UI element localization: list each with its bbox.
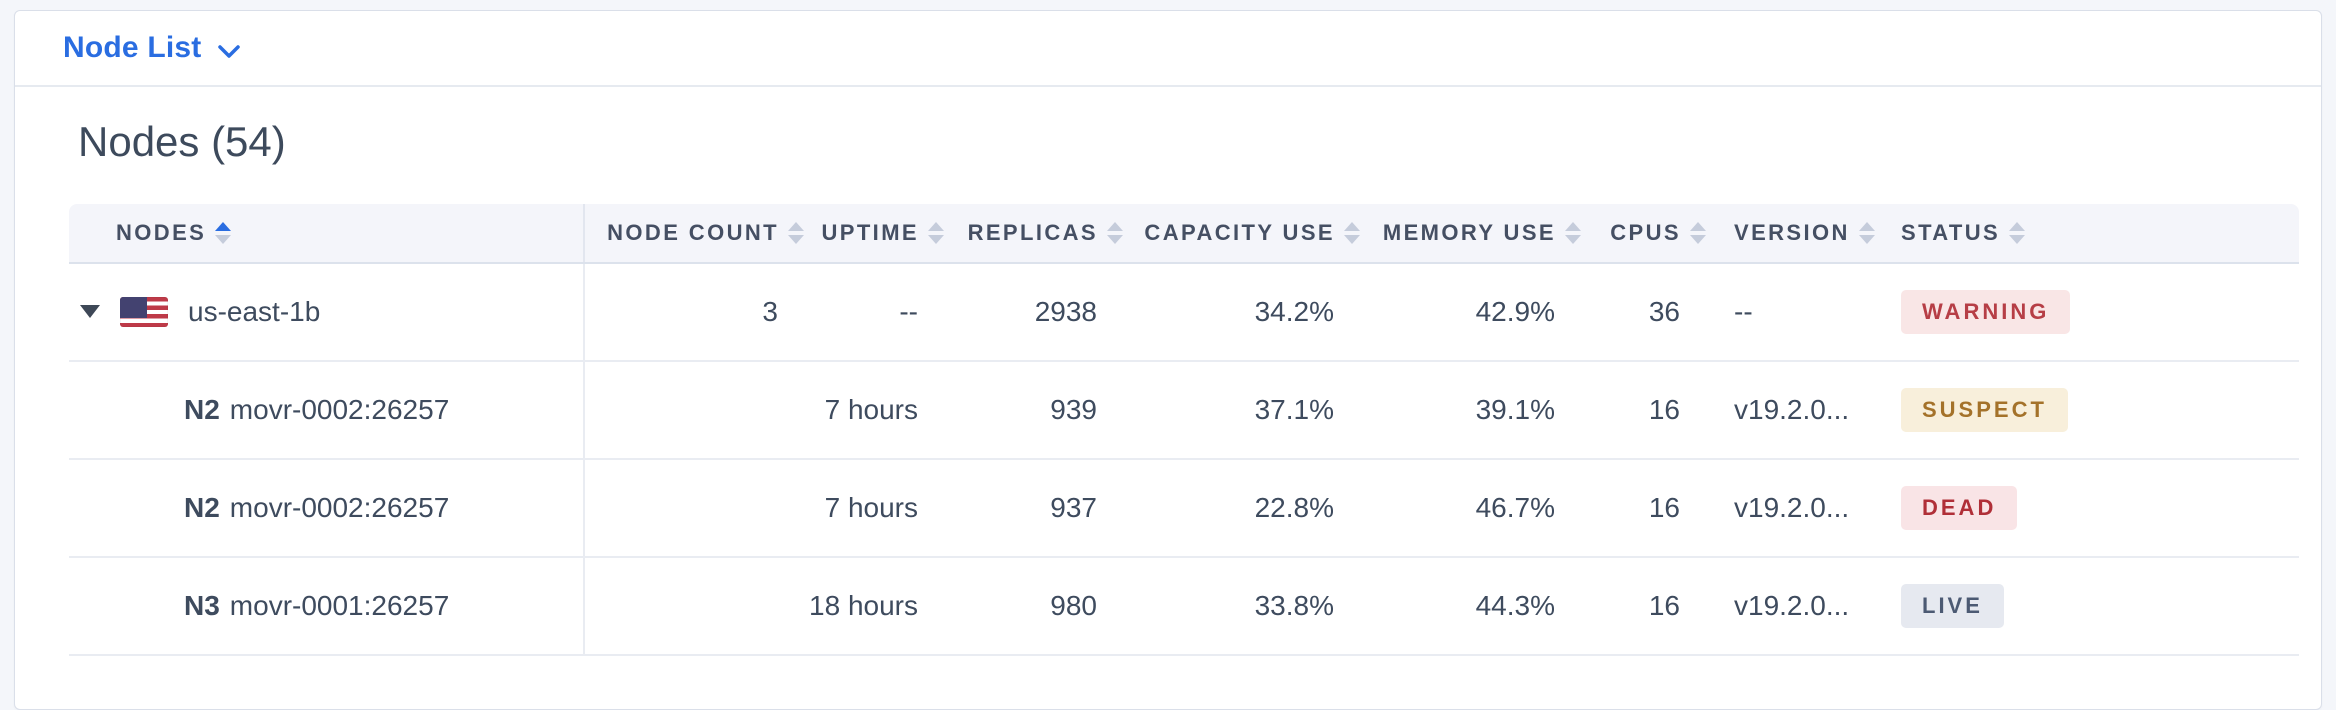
capacity-use-cell: 37.1% [1254,393,1334,425]
status-badge: SUSPECT [1901,387,2068,432]
node-row[interactable]: N3 movr-0001:26257 18 hours 980 33.8% 44… [69,557,2299,656]
replicas-cell: 937 [1050,491,1097,523]
uptime-cell: 18 hours [809,589,918,621]
sort-carets-icon [928,221,944,244]
region-row[interactable]: us-east-1b 3 -- 2938 34.2% 42.9% 36 -- W… [69,263,2299,362]
table-header-row: NODES NODE COUNT UPTIME REPLICAS CAPACIT… [69,203,2299,264]
column-header-replicas[interactable]: REPLICAS [954,204,1133,262]
node-address: movr-0002:26257 [229,393,450,425]
node-count-cell [585,460,814,556]
replicas-cell: 2938 [1034,295,1097,327]
sort-carets-icon [1858,221,1875,244]
status-badge: LIVE [1901,583,2004,628]
collapse-region-button[interactable] [79,305,101,319]
sort-carets-icon [2009,221,2026,244]
node-name-cell[interactable]: N2 movr-0002:26257 [69,361,585,458]
replicas-cell: 980 [1050,589,1097,621]
node-address: movr-0001:26257 [229,589,450,621]
node-id: N3 [184,589,220,621]
status-cell: LIVE [1883,558,2299,654]
version-cell: v19.2.0... [1734,393,1850,425]
status-cell: DEAD [1883,460,2299,556]
node-name-cell[interactable]: N2 movr-0002:26257 [69,459,585,556]
node-count-cell [585,558,814,654]
view-dropdown-label: Node List [63,31,202,64]
page-title: Nodes (54) [78,118,286,165]
sort-carets-icon [788,221,804,244]
cpus-cell: 16 [1648,589,1680,621]
node-count-cell: 3 [762,295,778,327]
view-selector-bar: Node List [15,11,2321,87]
us-flag-icon [120,296,168,327]
sort-carets-icon [1107,221,1123,244]
version-cell: v19.2.0... [1734,589,1850,621]
node-count-cell [585,362,814,458]
node-name-cell[interactable]: N3 movr-0001:26257 [69,557,585,654]
column-header-memory-use[interactable]: MEMORY USE [1370,204,1591,262]
status-cell: WARNING [1883,264,2299,360]
sort-carets-icon [1344,221,1360,244]
version-cell: -- [1734,295,1753,327]
status-badge: DEAD [1901,485,2018,530]
column-header-uptime[interactable]: UPTIME [814,204,954,262]
cpus-cell: 16 [1648,491,1680,523]
node-id: N2 [184,393,220,425]
memory-use-cell: 46.7% [1475,491,1555,523]
replicas-cell: 939 [1050,393,1097,425]
region-name: us-east-1b [188,295,321,327]
uptime-cell: 7 hours [824,491,918,523]
node-list-card: Node List Nodes (54) NODES NODE COUNT UP… [14,10,2322,710]
chevron-down-icon [218,33,241,67]
view-dropdown[interactable]: Node List [63,29,241,67]
sort-carets-icon [1565,221,1581,244]
memory-use-cell: 39.1% [1475,393,1555,425]
memory-use-cell: 44.3% [1475,589,1555,621]
capacity-use-cell: 34.2% [1254,295,1334,327]
cpus-cell: 36 [1648,295,1680,327]
capacity-use-cell: 22.8% [1254,491,1334,523]
uptime-cell: -- [899,295,918,327]
column-header-nodes[interactable]: NODES [69,203,585,262]
sort-carets-icon [1690,221,1706,244]
status-badge: WARNING [1901,289,2071,334]
nodes-table: NODES NODE COUNT UPTIME REPLICAS CAPACIT… [69,203,2299,656]
uptime-cell: 7 hours [824,393,918,425]
column-header-node-count[interactable]: NODE COUNT [585,204,814,262]
region-name-cell: us-east-1b [69,263,585,360]
cpus-cell: 16 [1648,393,1680,425]
node-id: N2 [184,491,220,523]
node-row[interactable]: N2 movr-0002:26257 7 hours 937 22.8% 46.… [69,459,2299,558]
sort-carets-icon [215,221,232,244]
version-cell: v19.2.0... [1734,491,1850,523]
capacity-use-cell: 33.8% [1254,589,1334,621]
node-row[interactable]: N2 movr-0002:26257 7 hours 939 37.1% 39.… [69,361,2299,460]
memory-use-cell: 42.9% [1475,295,1555,327]
status-cell: SUSPECT [1883,362,2299,458]
node-address: movr-0002:26257 [229,491,450,523]
column-header-cpus[interactable]: CPUS [1591,204,1716,262]
column-header-capacity-use[interactable]: CAPACITY USE [1133,204,1370,262]
column-header-version[interactable]: VERSION [1716,204,1883,262]
column-header-status[interactable]: STATUS [1883,204,2299,262]
caret-down-icon [80,305,100,319]
